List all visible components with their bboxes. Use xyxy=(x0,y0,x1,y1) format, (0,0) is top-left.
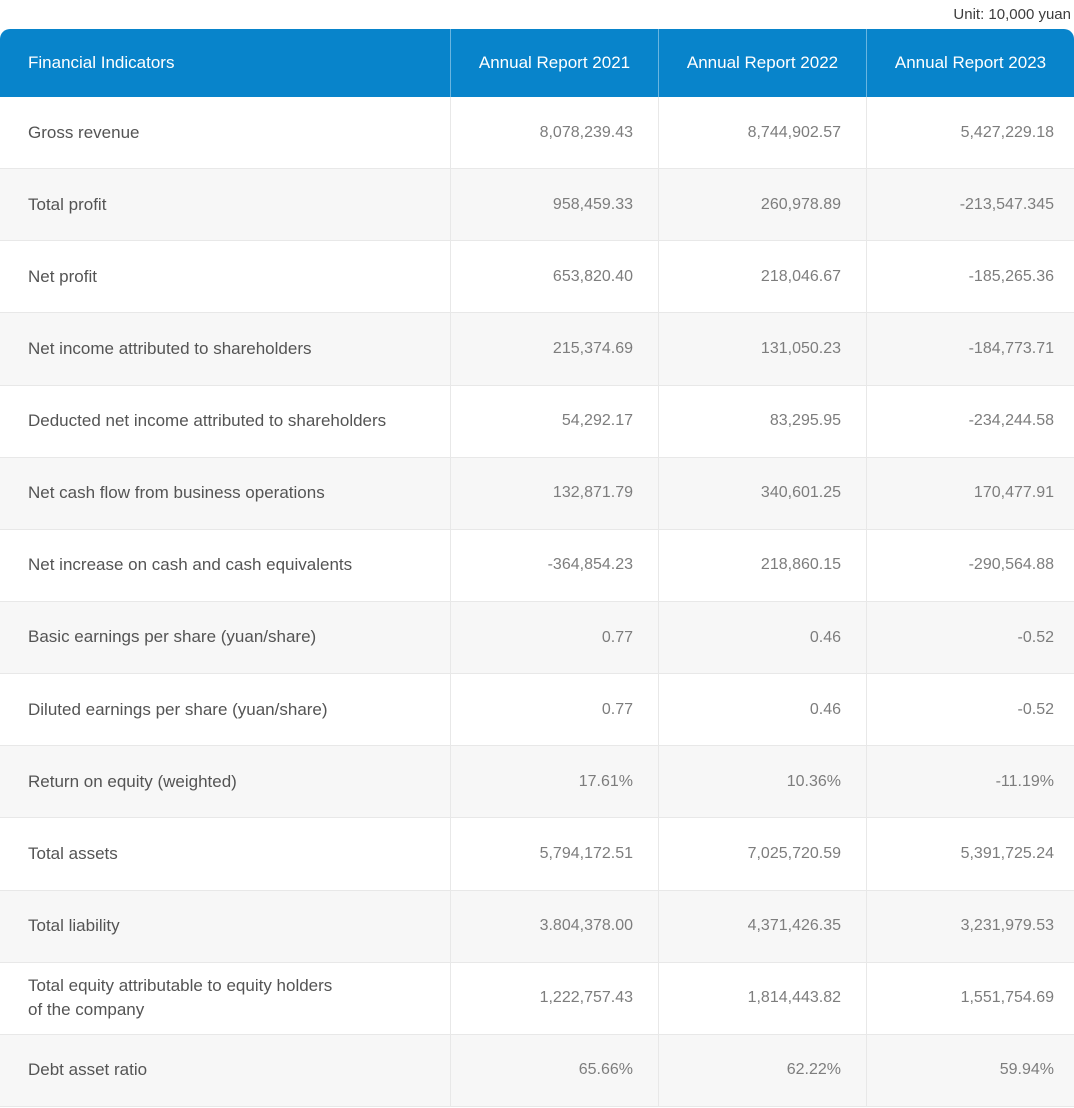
cell-2023: 59.94% xyxy=(866,1034,1074,1106)
cell-2022: 4,371,426.35 xyxy=(658,890,866,962)
row-label: Total equity attributable to equity hold… xyxy=(28,976,333,1020)
cell-2022: 131,050.23 xyxy=(658,313,866,385)
table-row-basic-eps: Basic earnings per share (yuan/share) 0.… xyxy=(0,601,1074,675)
cell-2021: 653,820.40 xyxy=(450,241,658,313)
cell-2021: 54,292.17 xyxy=(450,385,658,457)
row-label: Gross revenue xyxy=(28,122,140,142)
cell-2022: 10.36% xyxy=(658,746,866,818)
row-label: Diluted earnings per share (yuan/share) xyxy=(28,699,328,719)
table-row-debt-asset-ratio: Debt asset ratio 65.66% 62.22% 59.94% xyxy=(0,1034,1074,1107)
column-header-financial-indicators: Financial Indicators xyxy=(28,53,175,72)
cell-2021: 958,459.33 xyxy=(450,169,658,241)
cell-2022: 1,814,443.82 xyxy=(658,962,866,1034)
cell-2022: 340,601.25 xyxy=(658,457,866,529)
cell-2022: 7,025,720.59 xyxy=(658,818,866,890)
cell-2023: -290,564.88 xyxy=(866,529,1074,601)
row-label: Net profit xyxy=(28,266,97,286)
column-header-annual-report-2023: Annual Report 2023 xyxy=(866,29,1074,97)
cell-2022: 0.46 xyxy=(658,601,866,674)
row-label: Total liability xyxy=(28,916,120,936)
cell-2023: -185,265.36 xyxy=(866,241,1074,313)
cell-2021: 1,222,757.43 xyxy=(450,962,658,1034)
cell-2021: 65.66% xyxy=(450,1034,658,1106)
cell-2023: 1,551,754.69 xyxy=(866,962,1074,1034)
cell-2021: 5,794,172.51 xyxy=(450,818,658,890)
table-body: Gross revenue 8,078,239.43 8,744,902.57 … xyxy=(0,97,1074,1107)
table-row-diluted-eps: Diluted earnings per share (yuan/share) … xyxy=(0,674,1074,747)
table-row-net-income-shareholders: Net income attributed to shareholders 21… xyxy=(0,313,1074,386)
cell-2021: 17.61% xyxy=(450,746,658,818)
cell-2022: 8,744,902.57 xyxy=(658,97,866,169)
row-label: Net cash flow from business operations xyxy=(28,483,325,503)
cell-2022: 218,046.67 xyxy=(658,241,866,313)
row-label: Total profit xyxy=(28,194,107,214)
table-row-net-cash-flow: Net cash flow from business operations 1… xyxy=(0,457,1074,530)
cell-2023: -234,244.58 xyxy=(866,385,1074,457)
row-label: Debt asset ratio xyxy=(28,1060,148,1080)
cell-2023: -213,547.345 xyxy=(866,169,1074,241)
cell-2021: 215,374.69 xyxy=(450,313,658,385)
table-row-total-equity-holders: Total equity attributable to equity hold… xyxy=(0,962,1074,1035)
cell-2022: 218,860.15 xyxy=(658,529,866,601)
table-row-gross-revenue: Gross revenue 8,078,239.43 8,744,902.57 … xyxy=(0,97,1074,170)
cell-2023: -11.19% xyxy=(866,746,1074,818)
cell-2021: 8,078,239.43 xyxy=(450,97,658,169)
cell-2023: -184,773.71 xyxy=(866,313,1074,385)
cell-2022: 260,978.89 xyxy=(658,169,866,241)
table-row-total-profit: Total profit 958,459.33 260,978.89 -213,… xyxy=(0,169,1074,242)
financial-indicators-table: Financial Indicators Annual Report 2021 … xyxy=(0,29,1074,1107)
cell-2023: -0.52 xyxy=(866,674,1074,746)
table-row-deducted-net-income: Deducted net income attributed to shareh… xyxy=(0,385,1074,458)
table-row-total-liability: Total liability 3.804,378.00 4,371,426.3… xyxy=(0,890,1074,963)
table-row-total-assets: Total assets 5,794,172.51 7,025,720.59 5… xyxy=(0,818,1074,891)
cell-2023: 170,477.91 xyxy=(866,457,1074,529)
cell-2022: 83,295.95 xyxy=(658,385,866,457)
row-label: Basic earnings per share (yuan/share) xyxy=(28,627,317,647)
cell-2021: 3.804,378.00 xyxy=(450,890,658,962)
table-header-row: Financial Indicators Annual Report 2021 … xyxy=(0,29,1074,97)
cell-2023: -0.52 xyxy=(866,601,1074,674)
cell-2021: 132,871.79 xyxy=(450,457,658,529)
cell-2022: 62.22% xyxy=(658,1034,866,1106)
row-label: Net income attributed to shareholders xyxy=(28,338,312,358)
cell-2021: 0.77 xyxy=(450,601,658,674)
table-row-net-increase-cash: Net increase on cash and cash equivalent… xyxy=(0,529,1074,602)
cell-2023: 3,231,979.53 xyxy=(866,890,1074,962)
row-label: Deducted net income attributed to shareh… xyxy=(28,411,387,431)
table-row-return-on-equity: Return on equity (weighted) 17.61% 10.36… xyxy=(0,746,1074,819)
column-header-annual-report-2021: Annual Report 2021 xyxy=(450,29,658,97)
cell-2022: 0.46 xyxy=(658,674,866,746)
cell-2023: 5,391,725.24 xyxy=(866,818,1074,890)
cell-2023: 5,427,229.18 xyxy=(866,97,1074,169)
row-label: Total assets xyxy=(28,843,118,863)
row-label: Return on equity (weighted) xyxy=(28,771,237,791)
unit-note: Unit: 10,000 yuan xyxy=(953,6,1071,23)
cell-2021: -364,854.23 xyxy=(450,529,658,601)
column-header-annual-report-2022: Annual Report 2022 xyxy=(658,29,866,97)
row-label: Net increase on cash and cash equivalent… xyxy=(28,555,353,575)
table-row-net-profit: Net profit 653,820.40 218,046.67 -185,26… xyxy=(0,241,1074,314)
cell-2021: 0.77 xyxy=(450,674,658,746)
